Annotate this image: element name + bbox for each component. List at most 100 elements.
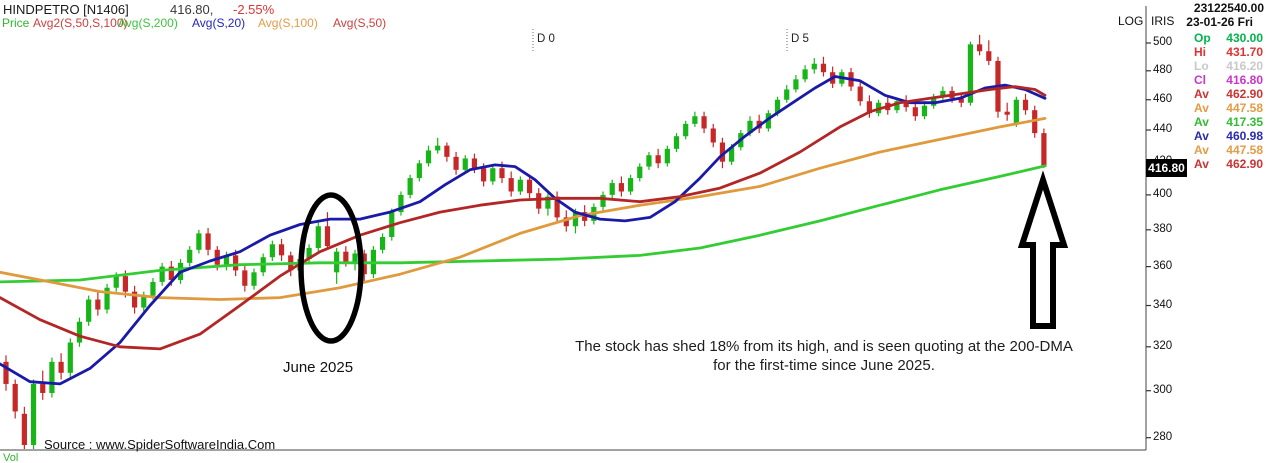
candle-body [820, 63, 827, 73]
candle-body [131, 291, 138, 308]
candle-body [683, 123, 689, 137]
log-scale-label: LOG [1118, 14, 1144, 28]
candle-body [545, 196, 551, 209]
candle-body [572, 212, 579, 227]
candle-body [618, 183, 624, 192]
candle-body [1013, 99, 1019, 124]
quote-row-label: Lo [1194, 59, 1209, 73]
candle-body [729, 147, 735, 162]
product-name-label: IRIS [1151, 14, 1175, 28]
candle-body [582, 212, 588, 221]
candle-body [912, 107, 918, 117]
quote-row-label: Av [1194, 157, 1209, 171]
quote-row-label: Op [1194, 31, 1211, 45]
candle-body [233, 255, 239, 271]
candle-body [1004, 111, 1010, 115]
candle-body [894, 101, 900, 111]
quote-row-label: Cl [1194, 73, 1206, 87]
candle-body [67, 342, 73, 373]
candle-body [30, 383, 37, 446]
candle-body [903, 101, 909, 108]
candle-body [931, 96, 937, 106]
candle-body [95, 299, 101, 310]
last-price: 416.80, [170, 2, 214, 17]
candle-body [765, 113, 771, 129]
quote-row-value: 447.58 [1226, 101, 1263, 115]
candle-body [627, 178, 634, 192]
date-label: 23-01-26 Fri [1186, 15, 1253, 29]
quote-row-op-0: Op 430.00 [1194, 31, 1263, 45]
ma-line-avg-s-200- [0, 164, 1047, 284]
candle-body [977, 44, 983, 52]
candle-body [481, 168, 487, 182]
candle-body [866, 101, 872, 114]
candle-body [214, 249, 220, 265]
candle-body [269, 244, 275, 258]
candle-body [379, 237, 386, 250]
candle-body [554, 196, 560, 218]
note-line-1: The stock has shed 18% from its high, an… [575, 338, 1073, 355]
candle-body [398, 194, 404, 213]
candle-body [242, 270, 248, 286]
candle-body [435, 145, 441, 151]
candle-body [655, 155, 661, 164]
candle-body [58, 361, 64, 373]
candle-body [49, 361, 55, 393]
candle-body [352, 253, 358, 263]
candle-body [159, 266, 165, 282]
candle-body [508, 178, 514, 192]
candle-body [40, 383, 46, 393]
legend-item-avg-s-20-: Avg(S,20) [192, 16, 246, 30]
candle-body [12, 383, 18, 412]
quote-row-av-8: Av 447.58 [1194, 143, 1263, 157]
change-percent: -2.55% [233, 2, 275, 17]
candle-body [315, 226, 321, 248]
candle-body [205, 233, 211, 250]
candle-body [811, 63, 817, 70]
volume-value: 23122540.00 [1193, 1, 1264, 15]
candle-body [196, 233, 202, 250]
candle-body [86, 299, 92, 322]
quote-row-value: 430.00 [1226, 31, 1263, 45]
legend-item-avg-s-200-: Avg(S,200) [118, 16, 178, 30]
candle-body [517, 179, 523, 192]
candle-body [425, 150, 432, 164]
marker-d0-label: D 0 [537, 33, 555, 45]
candle-body [3, 361, 9, 384]
quote-row-hi-1: Hi 431.70 [1194, 45, 1263, 59]
legend-item-price: Price [2, 16, 30, 30]
candle-body [499, 168, 505, 179]
candle-body [986, 51, 992, 61]
marker-d5-label: D 5 [791, 33, 809, 45]
candle-body [76, 321, 83, 343]
up-arrow-annotation [1017, 170, 1069, 329]
candle-body [793, 79, 799, 90]
quote-row-value: 462.90 [1226, 157, 1263, 171]
quote-row-value: 462.90 [1226, 87, 1263, 101]
june-2025-label: June 2025 [283, 359, 354, 376]
last-price-box: 416.80 [1146, 159, 1187, 177]
highlight-ellipse-annotation [298, 192, 364, 344]
candle-body [857, 86, 863, 102]
quote-row-cl-3: Cl 416.80 [1194, 73, 1263, 87]
candle-body [921, 105, 928, 117]
candle-body [940, 90, 946, 97]
symbol-title: HINDPETRO [N1406] [3, 2, 129, 17]
quote-row-label: Av [1194, 129, 1209, 143]
candle-body [122, 276, 129, 292]
candle-body [444, 145, 450, 157]
quote-row-value: 417.35 [1226, 115, 1263, 129]
candle-body [536, 193, 542, 209]
candle-body [150, 281, 156, 296]
candle-body [646, 155, 652, 167]
note-line-2: for the first-time since June 2025. [713, 357, 935, 374]
candle-body [747, 120, 753, 134]
quote-row-label: Av [1194, 87, 1209, 101]
candle-body [306, 247, 312, 260]
candle-body [563, 217, 569, 227]
quote-row-label: Av [1194, 101, 1209, 115]
candle-body [113, 276, 119, 288]
candle-body [407, 178, 413, 195]
quote-row-lo-2: Lo 416.20 [1194, 59, 1263, 73]
